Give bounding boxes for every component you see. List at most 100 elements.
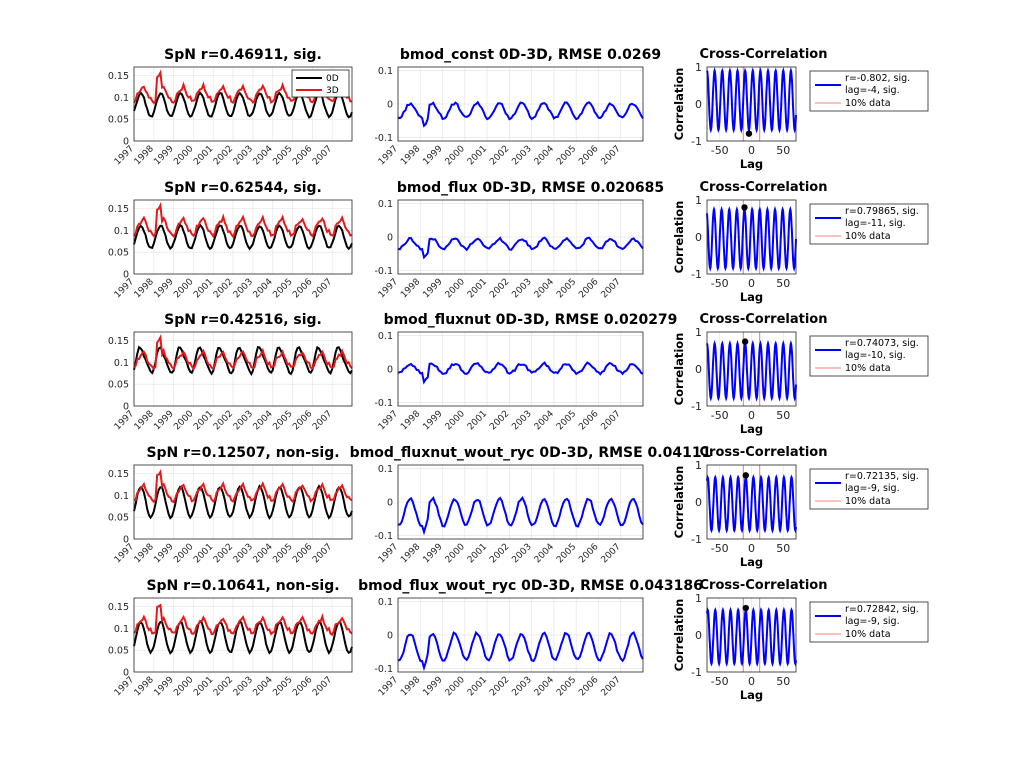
diff-line (397, 361, 644, 385)
diff-line (397, 236, 644, 260)
cc-legend-10pct: 10% data (845, 98, 891, 109)
cc-title: Cross-Correlation (700, 312, 828, 327)
cc-legend-lag: lag=-4, sig. (845, 85, 900, 96)
y-tick-label: 0 (123, 137, 129, 148)
x-tick-label: -50 (711, 675, 729, 688)
cc-legend-10pct: 10% data (845, 363, 891, 374)
y-tick-label: 0.05 (108, 513, 129, 524)
y-tick-label: 0 (695, 98, 702, 111)
axes-frame (706, 66, 797, 142)
axes-frame (706, 597, 797, 673)
cc-xlabel: Lag (740, 688, 763, 702)
series-3d-line (133, 334, 353, 371)
cc-ylabel: Correlation (672, 68, 686, 141)
x-tick-label: 0 (748, 675, 755, 688)
y-tick-label: -1 (691, 135, 702, 148)
axes-frame (133, 66, 353, 142)
y-tick-label: 0.1 (114, 491, 129, 502)
cc-line (706, 67, 797, 134)
y-tick-label: 1 (695, 61, 702, 74)
cc-title: Cross-Correlation (700, 47, 828, 62)
diff-title: bmod_flux 0D-3D, RMSE 0.020685 (397, 180, 664, 196)
y-tick-label: -1 (691, 533, 702, 546)
legend-3d-label: 3D (326, 86, 339, 96)
cc-legend-lag: lag=-9, sig. (845, 616, 900, 627)
legend-0d-label: 0D (326, 74, 339, 84)
x-tick-label: 0 (748, 409, 755, 422)
diff-title: bmod_const 0D-3D, RMSE 0.0269 (400, 47, 661, 63)
cc-ylabel: Correlation (672, 333, 686, 406)
y-tick-label: -0.1 (374, 266, 393, 277)
diff-title: bmod_fluxnut 0D-3D, RMSE 0.020279 (384, 312, 678, 328)
series-0d-line (133, 90, 353, 119)
series-0d-line (133, 223, 353, 251)
cc-legend-10pct: 10% data (845, 496, 891, 507)
series-0d-line (133, 345, 353, 377)
series-3d-line (133, 201, 353, 239)
cc-peak-marker (742, 472, 749, 479)
ts-title: SpN r=0.10641, non-sig. (146, 578, 339, 594)
y-tick-label: 0.15 (108, 469, 129, 480)
y-tick-label: 0 (387, 365, 393, 376)
cc-legend-box (809, 468, 929, 510)
cc-legend-r: r=0.72135, sig. (845, 471, 919, 482)
y-tick-label: -1 (691, 400, 702, 413)
cc-xlabel: Lag (740, 157, 763, 171)
axes-frame (133, 464, 353, 540)
y-tick-label: 0 (387, 100, 393, 111)
cc-title: Cross-Correlation (700, 180, 828, 195)
ts-legend-box (291, 69, 350, 98)
cc-legend-r: r=0.74073, sig. (845, 338, 919, 349)
series-3d-line (133, 469, 353, 504)
cc-legend-box (809, 601, 929, 643)
cc-legend-lag: lag=-11, sig. (845, 218, 906, 229)
cc-legend-box (809, 335, 929, 377)
x-tick-label: 0 (748, 277, 755, 290)
y-tick-label: 0.15 (108, 204, 129, 215)
cc-legend-box (809, 203, 929, 245)
diff-line (397, 496, 644, 536)
y-tick-label: 0.05 (108, 248, 129, 259)
cc-legend-10pct: 10% data (845, 231, 891, 242)
series-3d-line (133, 603, 353, 637)
y-tick-label: 0 (387, 631, 393, 642)
y-tick-label: 0.15 (108, 602, 129, 613)
x-tick-label: 50 (776, 409, 790, 422)
cc-line (706, 205, 797, 272)
cc-xlabel: Lag (740, 555, 763, 569)
y-tick-label: 0.1 (378, 199, 393, 210)
cc-ylabel: Correlation (672, 466, 686, 539)
y-tick-label: 0.1 (378, 66, 393, 77)
x-tick-label: 0 (748, 542, 755, 555)
x-tick-label: 50 (776, 277, 790, 290)
x-tick-label: -50 (711, 542, 729, 555)
axes-frame (397, 199, 644, 275)
y-tick-label: 1 (695, 194, 702, 207)
cc-legend-r: r=0.72842, sig. (845, 604, 919, 615)
y-tick-label: 0.1 (378, 331, 393, 342)
y-tick-label: 0 (123, 535, 129, 546)
y-tick-label: 0 (123, 270, 129, 281)
x-tick-label: -50 (711, 409, 729, 422)
cc-title: Cross-Correlation (700, 578, 828, 593)
y-tick-label: 0 (695, 363, 702, 376)
y-tick-label: 0.1 (378, 464, 393, 475)
axes-frame (397, 597, 644, 673)
row-3: 00.050.10.151997199819992000200120022003… (108, 312, 929, 436)
axes-frame (706, 331, 797, 407)
ts-title: SpN r=0.62544, sig. (164, 180, 322, 196)
cc-line (706, 606, 797, 667)
y-tick-label: 0.1 (114, 93, 129, 104)
y-tick-label: -0.1 (374, 398, 393, 409)
cc-legend-box (809, 70, 929, 112)
cc-legend-r: r=0.79865, sig. (845, 206, 919, 217)
y-tick-label: 0 (695, 629, 702, 642)
cc-peak-marker (742, 604, 749, 612)
ts-title: SpN r=0.12507, non-sig. (146, 445, 339, 461)
series-0d-line (133, 484, 353, 520)
cc-legend-lag: lag=-9, sig. (845, 483, 900, 494)
x-tick-label: 50 (776, 675, 790, 688)
y-tick-label: -0.1 (374, 664, 393, 675)
axes-frame (133, 199, 353, 275)
